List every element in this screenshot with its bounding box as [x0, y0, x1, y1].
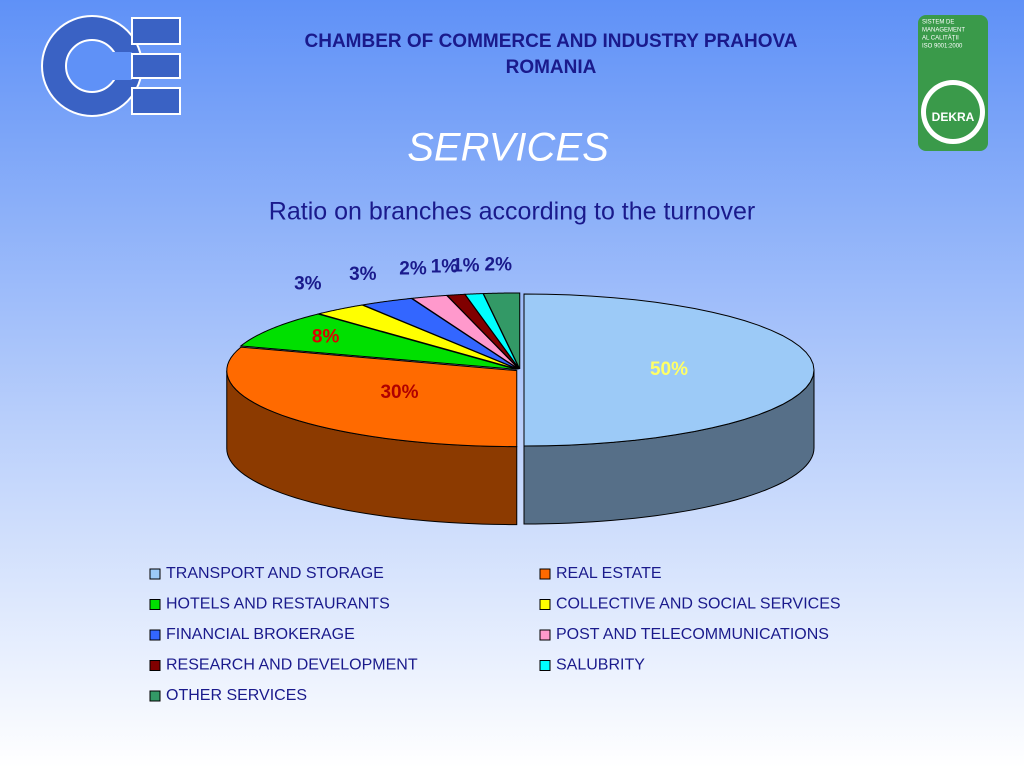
- legend-swatch: [539, 629, 551, 641]
- legend-label: RESEARCH AND DEVELOPMENT: [166, 657, 418, 674]
- pie-slice: [410, 294, 520, 370]
- legend-swatch: [149, 599, 161, 610]
- data-label: 2%: [485, 254, 513, 275]
- badge-text: ISO 9001:2000: [922, 44, 963, 50]
- chart-subtitle: Ratio on branches according to the turno…: [269, 198, 755, 226]
- data-label: 50%: [650, 359, 688, 380]
- legend-swatch: [149, 629, 161, 641]
- data-label: 1%: [452, 255, 480, 276]
- logo: [41, 15, 181, 117]
- legend-swatch: [149, 690, 161, 702]
- legend-label: HOTELS AND RESTAURANTS: [166, 596, 390, 613]
- pie-slice: [523, 293, 815, 447]
- legend-swatch: [149, 568, 161, 580]
- legend-swatch: [539, 660, 551, 671]
- badge-text: MANAGEMENT: [922, 28, 965, 34]
- pie-slice: [445, 293, 520, 370]
- org-line: ROMANIA: [506, 57, 597, 78]
- legend-swatch: [149, 660, 161, 671]
- data-label: 3%: [349, 264, 377, 285]
- pie-tops: [226, 292, 815, 448]
- data-label: 1%: [431, 256, 459, 277]
- pie-slice: [239, 313, 517, 370]
- data-label: 8%: [312, 327, 340, 348]
- pie-slice: [317, 304, 518, 370]
- badge-text: AL CALITĂŢII: [922, 35, 959, 42]
- legend-swatch: [539, 599, 551, 610]
- badge: SISTEM DE MANAGEMENT AL CALITĂŢII ISO 90…: [918, 15, 988, 151]
- data-label: 2%: [399, 259, 427, 280]
- chart-title: SERVICES: [407, 126, 609, 170]
- legend-label: POST AND TELECOMMUNICATIONS: [556, 626, 829, 643]
- data-label: 3%: [294, 273, 322, 294]
- pie-slice: [464, 293, 520, 370]
- legend-label: COLLECTIVE AND SOCIAL SERVICES: [556, 596, 841, 613]
- legend-label: FINANCIAL BROKERAGE: [166, 626, 355, 643]
- pie-slice: [360, 297, 519, 370]
- legend-label: SALUBRITY: [556, 657, 645, 674]
- legend-label: REAL ESTATE: [556, 565, 662, 582]
- pie-slice: [226, 346, 518, 448]
- legend-label: TRANSPORT AND STORAGE: [166, 565, 384, 582]
- legend-swatch: [539, 568, 551, 580]
- org-line: CHAMBER OF COMMERCE AND INDUSTRY PRAHOVA: [305, 31, 798, 52]
- legend-label: OTHER SERVICES: [166, 687, 307, 704]
- badge-text: SISTEM DE: [922, 20, 954, 26]
- badge-brand: DEKRA: [932, 110, 975, 124]
- data-label: 30%: [380, 382, 418, 403]
- pie-slice: [482, 292, 521, 370]
